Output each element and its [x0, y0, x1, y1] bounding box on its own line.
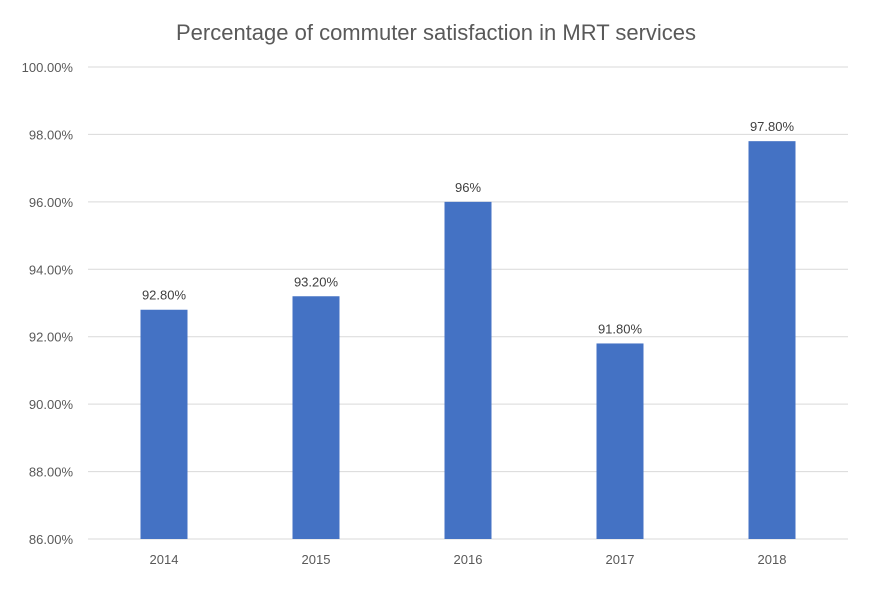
data-label-2018: 97.80%: [750, 119, 795, 134]
y-tick-label: 88.00%: [29, 465, 74, 480]
bars: [140, 141, 796, 539]
y-axis-ticks: 86.00% 88.00% 90.00% 92.00% 94.00% 96.00% 98.0…: [22, 60, 74, 547]
y-tick-label: 96.00%: [29, 195, 74, 210]
bar-2018: [748, 141, 796, 539]
data-label-2016: 96%: [455, 180, 481, 195]
y-tick-label: 92.00%: [29, 330, 74, 345]
chart-title: Percentage of commuter satisfaction in M…: [175, 20, 697, 45]
bar-2014: [140, 309, 188, 539]
x-tick-label: 2018: [758, 552, 787, 567]
bar-2015: [292, 296, 340, 539]
bar-2016: [444, 201, 492, 539]
data-label-2014: 92.80%: [142, 288, 187, 303]
bar-2017: [596, 343, 644, 539]
y-tick-label: 100.00%: [22, 60, 74, 75]
y-tick-label: 90.00%: [29, 397, 74, 412]
x-tick-label: 2016: [454, 552, 483, 567]
y-tick-label: 94.00%: [29, 262, 74, 277]
data-labels: 92.80% 93.20% 96% 91.80% 97.80%: [142, 119, 795, 336]
x-tick-label: 2017: [606, 552, 635, 567]
x-tick-label: 2015: [302, 552, 331, 567]
y-tick-label: 98.00%: [29, 127, 74, 142]
data-label-2015: 93.20%: [294, 274, 339, 289]
x-axis-ticks: 2014 2015 2016 2017 2018: [150, 552, 787, 567]
y-tick-label: 86.00%: [29, 532, 74, 547]
data-label-2017: 91.80%: [598, 321, 643, 336]
x-tick-label: 2014: [150, 552, 179, 567]
